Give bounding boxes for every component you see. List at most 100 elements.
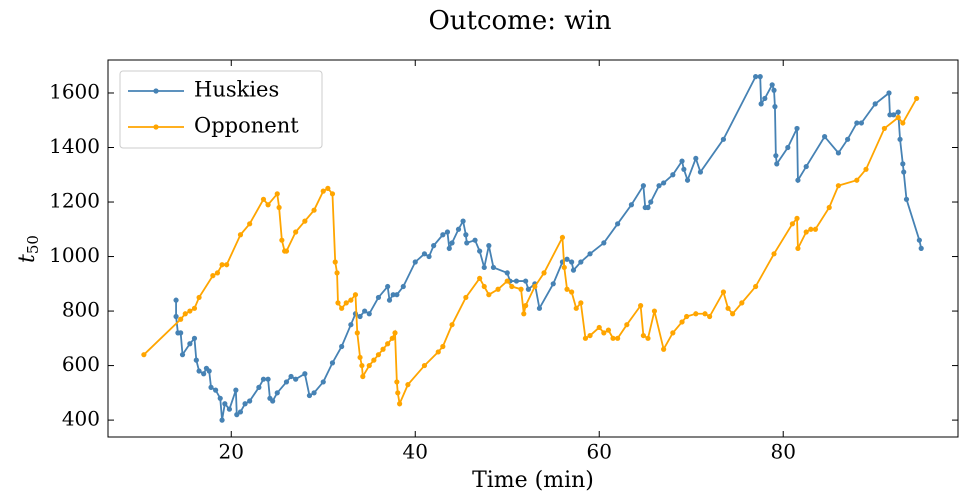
data-point	[578, 259, 584, 265]
data-point	[541, 270, 547, 276]
data-point	[178, 330, 184, 336]
data-point	[226, 406, 233, 412]
data-point	[845, 136, 851, 142]
data-point	[222, 401, 228, 407]
data-point	[863, 166, 869, 172]
data-point	[394, 292, 400, 298]
data-point	[854, 177, 860, 183]
data-point	[352, 292, 359, 298]
data-point	[895, 114, 901, 121]
data-point	[771, 87, 777, 93]
data-point	[661, 346, 667, 352]
y-axis-label-main: t	[15, 254, 40, 263]
data-point	[536, 305, 543, 311]
data-point	[803, 163, 809, 170]
data-point	[521, 311, 527, 317]
data-point	[903, 196, 910, 202]
data-point	[587, 251, 593, 257]
data-point	[412, 259, 418, 265]
data-point	[901, 169, 907, 175]
x-tick-label: 40	[403, 440, 428, 464]
y-tick-label: 600	[62, 352, 100, 376]
data-point	[357, 354, 363, 361]
data-point	[640, 332, 646, 339]
data-point	[771, 251, 777, 257]
data-point	[426, 253, 432, 260]
data-point	[385, 341, 391, 347]
data-point	[435, 349, 441, 355]
data-point	[645, 204, 651, 211]
data-point	[918, 245, 924, 251]
data-point	[758, 101, 764, 107]
data-point	[789, 221, 796, 227]
data-point	[293, 229, 299, 235]
data-point	[187, 308, 193, 314]
y-tick-label: 1600	[49, 79, 100, 103]
y-tick-label: 800	[62, 298, 100, 322]
data-point	[486, 243, 492, 249]
data-point	[274, 390, 280, 396]
data-point	[835, 150, 842, 156]
data-point	[794, 215, 800, 221]
data-point	[302, 218, 308, 224]
data-point	[141, 352, 147, 358]
data-point	[900, 161, 906, 167]
data-point	[360, 373, 366, 380]
data-point	[670, 172, 676, 178]
data-point	[472, 237, 478, 243]
data-point	[242, 401, 248, 407]
data-point	[210, 273, 216, 279]
data-point	[394, 379, 400, 385]
data-point	[201, 371, 207, 377]
data-point	[762, 95, 768, 102]
data-point	[196, 368, 202, 374]
data-point	[477, 248, 483, 254]
data-point	[795, 245, 801, 251]
data-point	[582, 335, 589, 341]
data-point	[518, 286, 524, 292]
data-point	[886, 90, 892, 96]
data-point	[187, 341, 193, 347]
data-point	[670, 330, 676, 336]
y-tick-label: 400	[62, 407, 100, 431]
data-point	[265, 376, 271, 382]
data-point	[392, 330, 398, 336]
data-point	[193, 357, 199, 363]
data-point	[509, 283, 515, 290]
data-point	[826, 204, 832, 211]
data-point	[247, 398, 253, 404]
data-point	[400, 283, 406, 290]
data-point	[444, 229, 451, 235]
data-point	[794, 125, 800, 132]
data-point	[561, 264, 567, 271]
data-point	[219, 417, 225, 423]
data-point	[707, 313, 713, 320]
data-point	[233, 387, 239, 393]
data-point	[371, 357, 377, 363]
data-point	[332, 259, 338, 265]
data-point	[615, 221, 621, 227]
data-point	[725, 305, 731, 311]
data-point	[208, 384, 214, 390]
y-tick-label: 1000	[49, 243, 100, 267]
data-point	[887, 112, 893, 118]
data-point	[645, 335, 651, 341]
data-point	[375, 294, 382, 301]
data-point	[247, 221, 253, 227]
data-point	[173, 297, 179, 303]
data-point	[720, 289, 727, 295]
legend-marker	[153, 88, 159, 94]
data-point	[481, 283, 487, 290]
data-point	[569, 259, 575, 265]
data-point	[693, 155, 699, 162]
data-point	[206, 368, 212, 374]
data-point	[648, 199, 654, 205]
data-point	[464, 240, 470, 246]
y-tick-label: 1200	[49, 189, 100, 213]
data-point	[348, 322, 354, 328]
data-point	[276, 204, 282, 211]
y-axis-label: t50	[15, 235, 42, 263]
data-point	[178, 316, 184, 322]
data-point	[550, 281, 556, 287]
data-point	[753, 74, 759, 80]
